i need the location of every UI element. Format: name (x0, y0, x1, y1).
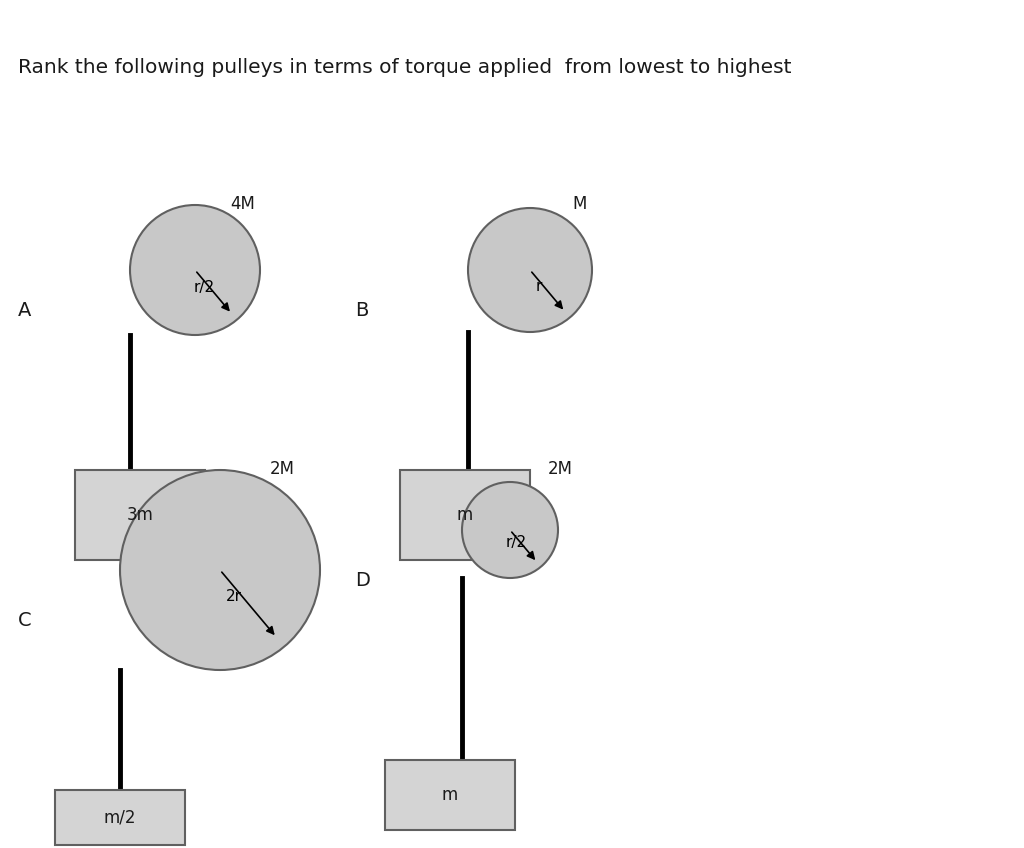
Text: r/2: r/2 (506, 535, 527, 550)
Text: 4M: 4M (230, 195, 255, 213)
Bar (55, 790, 185, 845)
Text: C: C (18, 611, 32, 629)
Text: 3m: 3m (127, 506, 154, 524)
Circle shape (120, 470, 319, 670)
Text: 2r: 2r (226, 589, 242, 604)
Text: 2M: 2M (270, 460, 295, 478)
Circle shape (462, 482, 558, 578)
Bar (400, 470, 530, 560)
Text: Rank the following pulleys in terms of torque applied  from lowest to highest: Rank the following pulleys in terms of t… (18, 58, 792, 77)
Text: m/2: m/2 (103, 808, 136, 827)
Circle shape (468, 208, 592, 332)
Text: 2M: 2M (548, 460, 573, 478)
Bar (385, 760, 515, 830)
Text: r/2: r/2 (194, 280, 215, 295)
Text: M: M (572, 195, 587, 213)
Text: B: B (355, 300, 369, 320)
Text: r: r (536, 279, 542, 294)
Circle shape (130, 205, 260, 335)
Text: m: m (442, 786, 458, 804)
Text: m: m (457, 506, 473, 524)
Text: A: A (18, 300, 32, 320)
Text: D: D (355, 571, 370, 589)
Bar (75, 470, 205, 560)
